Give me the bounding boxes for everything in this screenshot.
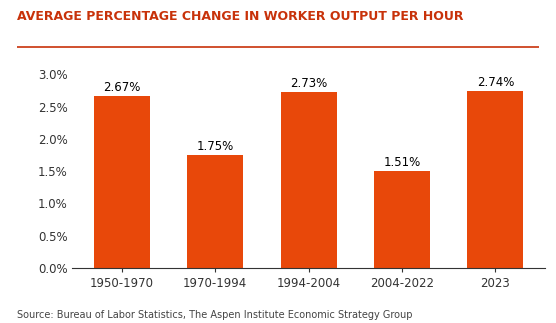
Text: AVERAGE PERCENTAGE CHANGE IN WORKER OUTPUT PER HOUR: AVERAGE PERCENTAGE CHANGE IN WORKER OUTP… bbox=[17, 10, 463, 23]
Text: 2.67%: 2.67% bbox=[103, 81, 141, 94]
Bar bbox=[374, 171, 430, 268]
Text: 2.73%: 2.73% bbox=[290, 77, 327, 90]
Text: 2.74%: 2.74% bbox=[476, 76, 514, 89]
Bar bbox=[281, 92, 336, 268]
Text: Source: Bureau of Labor Statistics, The Aspen Institute Economic Strategy Group: Source: Bureau of Labor Statistics, The … bbox=[17, 310, 412, 320]
Text: 1.75%: 1.75% bbox=[197, 140, 234, 153]
Text: 1.51%: 1.51% bbox=[383, 156, 420, 169]
Bar bbox=[187, 155, 243, 268]
Bar bbox=[468, 91, 523, 268]
Bar bbox=[94, 96, 150, 268]
